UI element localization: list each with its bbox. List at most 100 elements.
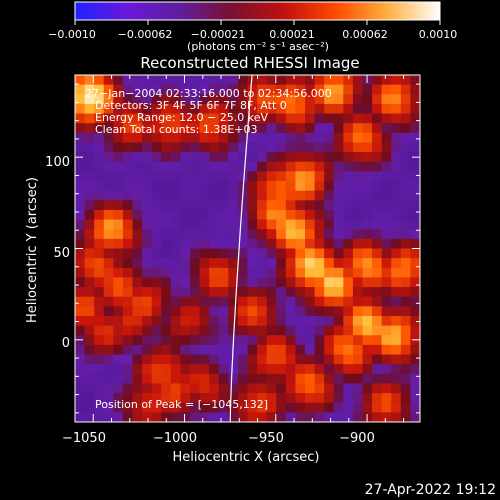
- heatmap-cell: [84, 209, 95, 221]
- heatmap-cell: [151, 412, 162, 422]
- heatmap-cell: [343, 315, 354, 327]
- heatmap-cell: [285, 315, 297, 327]
- heatmap-cell: [103, 171, 114, 182]
- heatmap-cell: [333, 181, 344, 192]
- heatmap-cell: [84, 335, 95, 346]
- heatmap-cell: [247, 325, 258, 336]
- heatmap-cell: [170, 200, 182, 211]
- heatmap-cell: [362, 161, 373, 172]
- heatmap-cell: [343, 412, 354, 422]
- heatmap-cell: [333, 344, 344, 356]
- heatmap-cell: [343, 142, 354, 153]
- heatmap-cell: [257, 161, 268, 172]
- heatmap-cell: [218, 190, 229, 201]
- heatmap-cell: [381, 258, 392, 269]
- heatmap-cell: [132, 287, 143, 298]
- heatmap-cell: [247, 190, 258, 201]
- heatmap-cell: [209, 306, 220, 317]
- heatmap-cell: [199, 248, 210, 259]
- heatmap-cell: [142, 152, 153, 163]
- heatmap-cell: [285, 132, 297, 144]
- heatmap-cell: [314, 238, 325, 250]
- heatmap-cell: [410, 94, 420, 105]
- heatmap-cell: [151, 142, 162, 153]
- x-tick-label: −900: [339, 431, 375, 446]
- heatmap-cell: [285, 344, 297, 356]
- heatmap-cell: [400, 335, 412, 346]
- heatmap-cell: [94, 402, 105, 413]
- y-tick-label: 100: [45, 155, 70, 170]
- heatmap-cell: [410, 335, 420, 346]
- heatmap-cell: [94, 287, 105, 298]
- heatmap-cell: [199, 181, 210, 192]
- heatmap-cell: [410, 200, 420, 211]
- heatmap-cell: [295, 238, 306, 250]
- heatmap-cell: [94, 277, 105, 288]
- heatmap-cell: [199, 171, 210, 182]
- heatmap-cell: [372, 335, 383, 346]
- heatmap-cell: [295, 354, 306, 365]
- heatmap-cell: [199, 200, 210, 211]
- heatmap-cell: [295, 364, 306, 375]
- heatmap-cell: [305, 152, 316, 163]
- heatmap-cell: [94, 296, 105, 307]
- heatmap-cell: [391, 84, 402, 95]
- heatmap-cell: [391, 354, 402, 365]
- heatmap-cell: [305, 200, 316, 211]
- heatmap-cell: [170, 152, 182, 163]
- heatmap-cell: [151, 152, 162, 163]
- heatmap-cell: [170, 277, 182, 288]
- heatmap-cell: [209, 267, 220, 279]
- heatmap-cell: [75, 84, 86, 95]
- heatmap-cell: [285, 383, 297, 394]
- heatmap-cell: [257, 103, 268, 115]
- heatmap-cell: [228, 94, 239, 105]
- heatmap-cell: [352, 200, 364, 211]
- heatmap-cell: [266, 84, 277, 95]
- heatmap-cell: [170, 306, 182, 317]
- heatmap-cell: [324, 103, 335, 115]
- x-tick-label: −1000: [153, 431, 197, 446]
- heatmap-cell: [372, 277, 383, 288]
- heatmap-cell: [151, 103, 162, 115]
- heatmap-cell: [295, 161, 306, 172]
- heatmap-cell: [199, 277, 210, 288]
- heatmap-cell: [285, 277, 297, 288]
- heatmap-cell: [161, 142, 172, 153]
- heatmap-cell: [276, 267, 287, 279]
- heatmap-cell: [285, 190, 297, 201]
- heatmap-cell: [199, 238, 210, 250]
- heatmap-cell: [324, 325, 335, 336]
- heatmap-cell: [410, 123, 420, 134]
- heatmap-cell: [142, 402, 153, 413]
- heatmap-cell: [343, 344, 354, 356]
- heatmap-cell: [362, 248, 373, 259]
- heatmap-cell: [190, 248, 201, 259]
- heatmap-cell: [333, 335, 344, 346]
- heatmap-cell: [295, 103, 306, 115]
- heatmap-cell: [151, 277, 162, 288]
- heatmap-cell: [314, 267, 325, 279]
- heatmap-cell: [343, 383, 354, 394]
- heatmap-cell: [247, 219, 258, 230]
- heatmap-cell: [295, 373, 306, 385]
- heatmap-cell: [218, 161, 229, 172]
- heatmap-cell: [410, 412, 420, 422]
- heatmap-cell: [343, 335, 354, 346]
- heatmap-cell: [75, 258, 86, 269]
- heatmap-cell: [324, 364, 335, 375]
- heatmap-cell: [113, 296, 124, 307]
- heatmap-cell: [122, 113, 134, 124]
- heatmap-cell: [257, 325, 268, 336]
- heatmap-cell: [237, 383, 249, 394]
- heatmap-cell: [266, 287, 277, 298]
- heatmap-cell: [237, 75, 249, 86]
- heatmap-cell: [381, 113, 392, 124]
- heatmap-cell: [161, 94, 172, 105]
- heatmap-cell: [180, 181, 191, 192]
- heatmap-cell: [122, 354, 134, 365]
- heatmap-cell: [266, 132, 277, 144]
- heatmap-cell: [276, 123, 287, 134]
- heatmap-cell: [391, 238, 402, 250]
- heatmap-cell: [305, 383, 316, 394]
